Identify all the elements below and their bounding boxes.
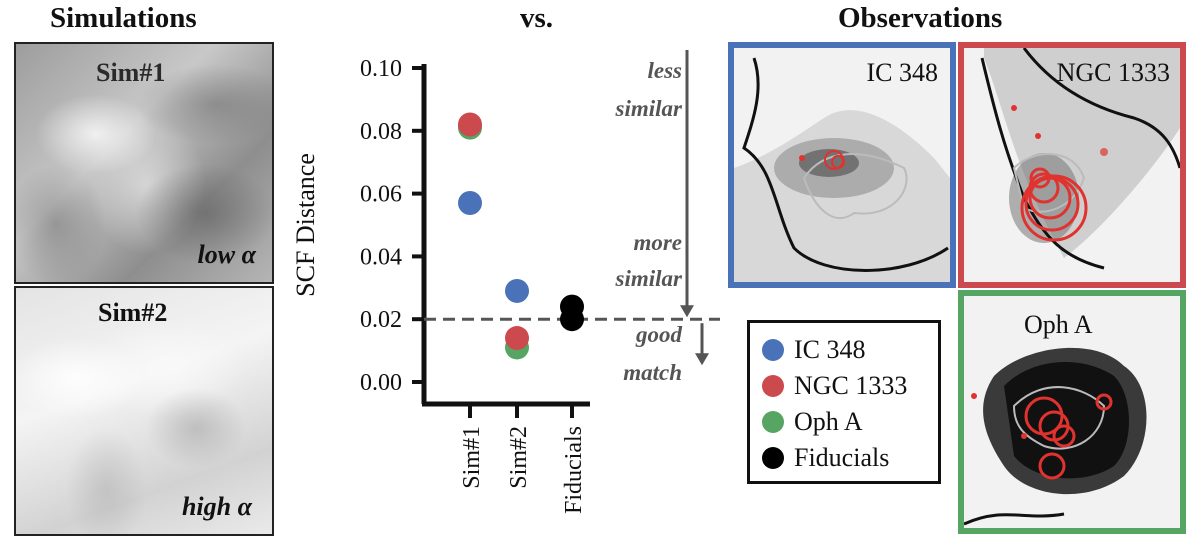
scf-distance-chart: 0.00 0.02 0.04 0.06 0.08 0.10 SCF Distance Sim#…	[291, 50, 720, 514]
data-point-ic-348	[505, 278, 529, 303]
legend-label: NGC 1333	[794, 371, 908, 400]
y-axis-label: SCF Distance	[291, 153, 320, 297]
x-tick-label: Sim#1	[459, 426, 485, 489]
legend-item-fiducials: Fiducials	[762, 443, 889, 473]
legend-label: Fiducials	[794, 443, 890, 472]
opha-marker-icon	[762, 411, 784, 433]
sim2-title: Sim#2	[98, 298, 168, 327]
ic348-map	[734, 57, 950, 282]
ic348-marker-icon	[762, 339, 784, 361]
legend-item-opha: Oph A	[762, 407, 863, 437]
observations-header: Observations	[838, 2, 1003, 34]
opha-label: Oph A	[1024, 310, 1093, 339]
data-point-ngc-1333	[505, 326, 529, 351]
y-tick-label: 0.00	[360, 370, 402, 396]
legend-item-ic348: IC 348	[762, 335, 866, 365]
ic348-panel: IC 348	[728, 42, 956, 288]
more-similar-text-1: more	[633, 230, 682, 255]
vs-header: vs.	[520, 2, 554, 34]
simulations-header: Simulations	[50, 2, 197, 34]
y-tick-label: 0.10	[360, 56, 402, 82]
sim1-title: Sim#1	[96, 58, 166, 87]
legend-label: Oph A	[794, 407, 863, 436]
sim1-panel: Sim#1 low α	[14, 42, 274, 284]
ngc1333-panel: NGC 1333	[958, 42, 1186, 288]
similarity-arrowhead-icon	[680, 305, 694, 318]
y-tick-label: 0.08	[360, 119, 402, 145]
more-similar-text-2: similar	[615, 266, 684, 291]
fiducials-marker-icon	[762, 447, 784, 469]
good-match-arrowhead-icon	[695, 353, 709, 366]
legend-label: IC 348	[794, 335, 866, 364]
y-tick-label: 0.06	[360, 182, 402, 208]
good-match-text-2: match	[623, 360, 682, 385]
x-tick-label: Fiducials	[561, 426, 587, 514]
legend-item-ngc1333: NGC 1333	[762, 371, 907, 401]
less-similar-text-1: less	[648, 58, 683, 83]
good-match-text-1: good	[635, 322, 683, 347]
opha-map	[964, 347, 1147, 526]
x-tick-label: Sim#2	[506, 426, 532, 489]
opha-panel: Oph A	[958, 290, 1186, 534]
less-similar-text-2: similar	[615, 96, 684, 121]
legend: IC 348 NGC 1333 Oph A Fiducials	[747, 320, 941, 484]
ngc1333-marker-icon	[762, 375, 784, 397]
data-point-fiducials	[560, 307, 584, 332]
ngc1333-map	[980, 48, 1180, 270]
ic348-label: IC 348	[866, 58, 939, 87]
data-point-ngc-1333	[458, 112, 482, 137]
data-point-ic-348	[458, 191, 482, 216]
y-tick-label: 0.02	[360, 307, 402, 333]
y-tick-label: 0.04	[360, 244, 402, 270]
sim2-panel: Sim#2 high α	[14, 286, 274, 536]
ngc1333-label: NGC 1333	[1056, 58, 1170, 87]
sim1-alpha-label: low α	[197, 240, 256, 269]
sim2-alpha-label: high α	[181, 492, 252, 521]
